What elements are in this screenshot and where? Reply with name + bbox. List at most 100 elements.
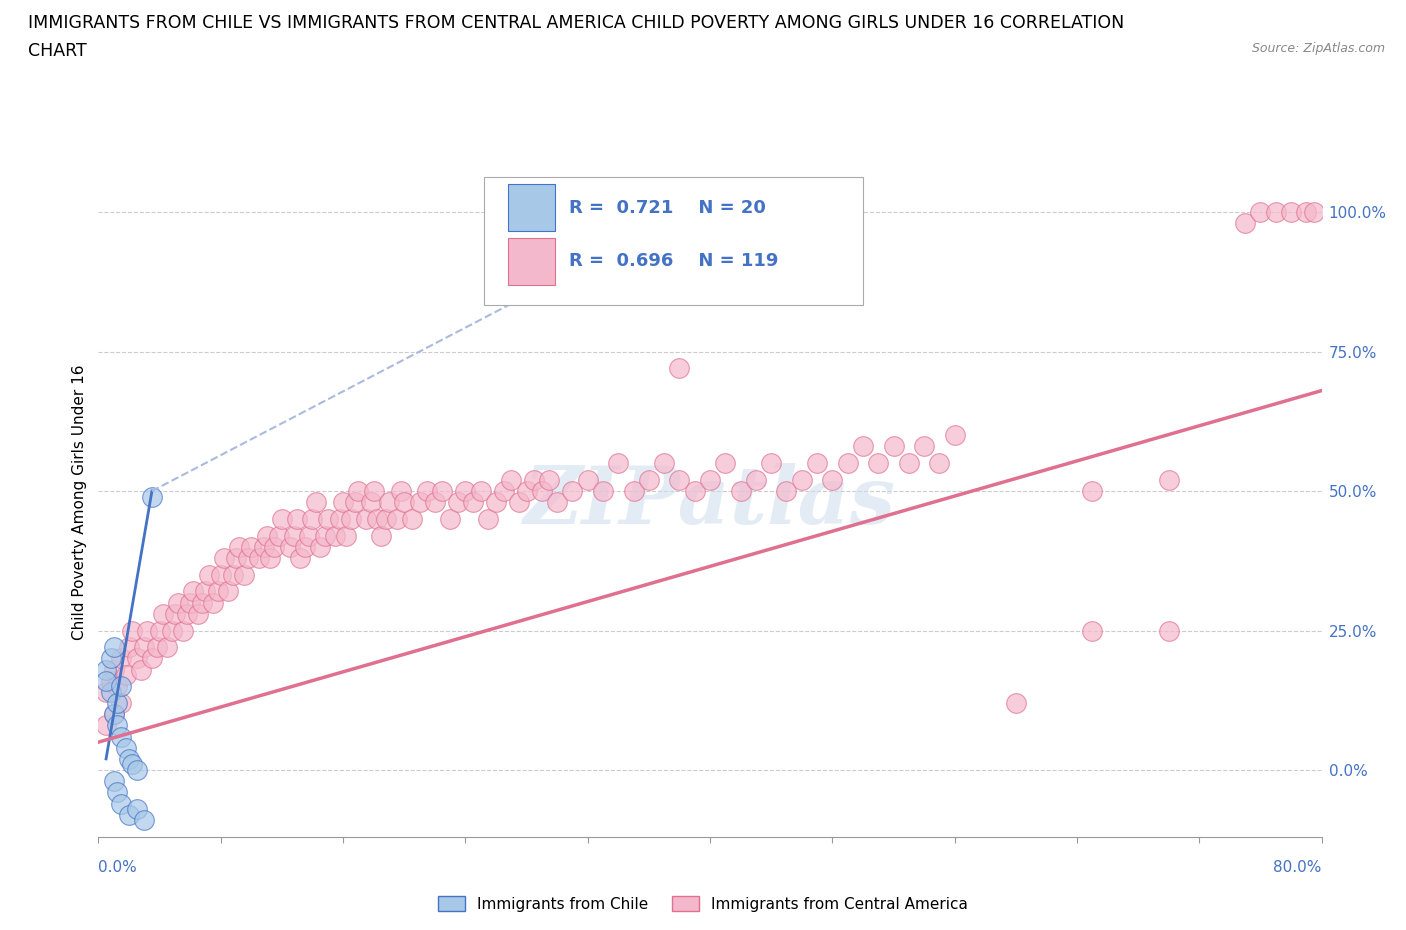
Point bbox=[94, 662, 117, 677]
Text: CHART: CHART bbox=[28, 42, 87, 60]
Point bbox=[389, 484, 412, 498]
Point bbox=[1081, 623, 1104, 638]
Point bbox=[225, 551, 247, 565]
Point bbox=[852, 439, 875, 454]
Point bbox=[191, 595, 214, 610]
Point bbox=[267, 528, 290, 543]
Point bbox=[561, 484, 583, 498]
Point bbox=[1234, 216, 1257, 231]
Point bbox=[121, 757, 143, 772]
Point bbox=[103, 774, 125, 789]
Point bbox=[775, 484, 797, 498]
Point bbox=[149, 623, 172, 638]
Point bbox=[607, 456, 630, 471]
Point bbox=[179, 595, 201, 610]
Point bbox=[103, 707, 125, 722]
Point bbox=[699, 472, 721, 487]
Point bbox=[105, 785, 128, 800]
Point bbox=[683, 484, 706, 498]
Point bbox=[141, 651, 163, 666]
Point bbox=[329, 512, 352, 526]
Point bbox=[207, 584, 229, 599]
Point bbox=[298, 528, 321, 543]
Point bbox=[790, 472, 813, 487]
Point bbox=[129, 662, 152, 677]
Point bbox=[187, 606, 209, 621]
Point bbox=[1249, 205, 1271, 219]
Point bbox=[103, 707, 125, 722]
Point bbox=[156, 640, 179, 655]
Point bbox=[461, 495, 484, 510]
Point bbox=[516, 484, 538, 498]
Point bbox=[1279, 205, 1302, 219]
Point bbox=[105, 696, 128, 711]
Point bbox=[136, 623, 159, 638]
Point bbox=[668, 472, 690, 487]
Point bbox=[145, 640, 167, 655]
Point bbox=[125, 802, 148, 817]
Point bbox=[217, 584, 239, 599]
Point bbox=[943, 428, 966, 443]
Point bbox=[103, 662, 125, 677]
Point bbox=[652, 456, 675, 471]
Point bbox=[152, 606, 174, 621]
Point bbox=[347, 484, 370, 498]
Point bbox=[1303, 205, 1326, 219]
Point bbox=[110, 729, 132, 744]
Point bbox=[928, 456, 950, 471]
Point bbox=[110, 679, 132, 694]
Point bbox=[485, 495, 508, 510]
Point bbox=[332, 495, 354, 510]
Point bbox=[105, 718, 128, 733]
Point bbox=[134, 813, 156, 828]
Point bbox=[110, 651, 132, 666]
Point bbox=[176, 606, 198, 621]
Point bbox=[115, 668, 138, 683]
Point bbox=[270, 512, 292, 526]
Point bbox=[401, 512, 423, 526]
Point bbox=[492, 484, 515, 498]
Point bbox=[745, 472, 768, 487]
Point bbox=[592, 484, 614, 498]
Point bbox=[439, 512, 461, 526]
Text: ZIPatlas: ZIPatlas bbox=[524, 463, 896, 541]
Point bbox=[714, 456, 737, 471]
Point bbox=[363, 484, 385, 498]
Point bbox=[100, 684, 122, 699]
Text: R =  0.696    N = 119: R = 0.696 N = 119 bbox=[569, 252, 779, 270]
Point bbox=[508, 495, 530, 510]
Point bbox=[538, 472, 561, 487]
Point bbox=[238, 551, 260, 565]
Point bbox=[194, 584, 217, 599]
Text: 80.0%: 80.0% bbox=[1274, 860, 1322, 875]
Point bbox=[530, 484, 553, 498]
Point bbox=[294, 539, 316, 554]
Point bbox=[576, 472, 599, 487]
Point bbox=[912, 439, 935, 454]
Point bbox=[252, 539, 274, 554]
Point bbox=[283, 528, 305, 543]
Point bbox=[1157, 472, 1180, 487]
Point bbox=[110, 696, 132, 711]
Point bbox=[1081, 484, 1104, 498]
FancyBboxPatch shape bbox=[484, 178, 863, 305]
Point bbox=[344, 495, 367, 510]
Point bbox=[314, 528, 336, 543]
Point bbox=[637, 472, 661, 487]
Point bbox=[209, 567, 232, 582]
Point bbox=[172, 623, 194, 638]
Y-axis label: Child Poverty Among Girls Under 16: Child Poverty Among Girls Under 16 bbox=[72, 365, 87, 640]
Point bbox=[374, 512, 396, 526]
Point bbox=[309, 539, 332, 554]
Point bbox=[202, 595, 225, 610]
Point bbox=[259, 551, 281, 565]
Point bbox=[228, 539, 250, 554]
Point bbox=[325, 528, 347, 543]
Point bbox=[354, 512, 377, 526]
Point bbox=[366, 512, 388, 526]
Point bbox=[730, 484, 752, 498]
Point bbox=[759, 456, 782, 471]
Point bbox=[1157, 623, 1180, 638]
Point bbox=[125, 763, 148, 777]
Point bbox=[134, 640, 156, 655]
